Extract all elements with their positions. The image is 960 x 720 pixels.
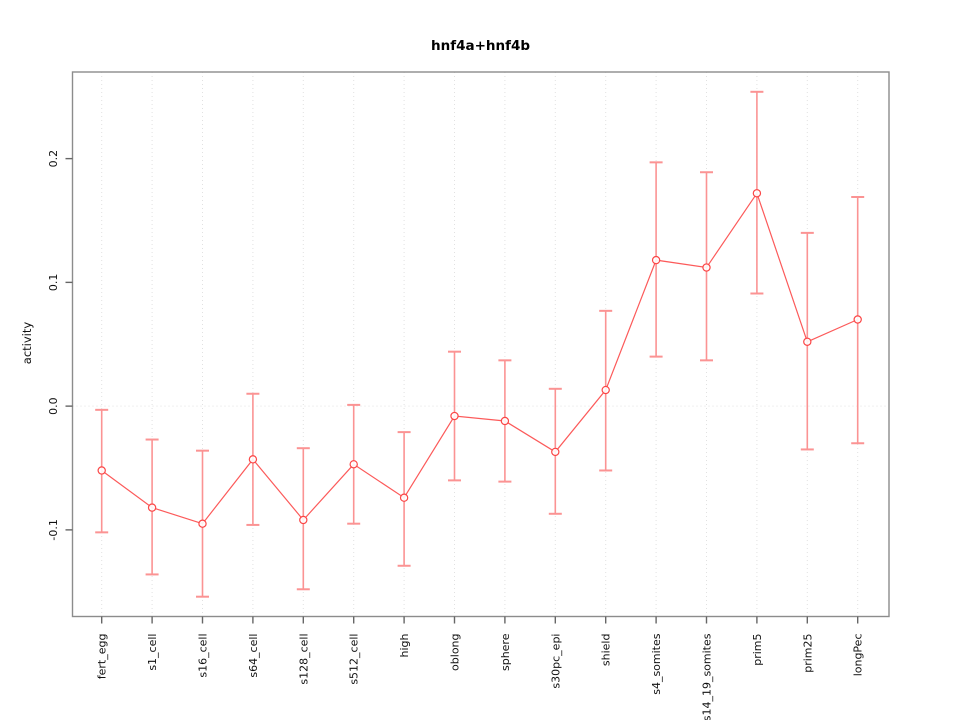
data-point: [702, 263, 711, 272]
x-tick-label: shield: [600, 634, 613, 667]
data-point: [198, 519, 207, 528]
x-tick-label: fert_egg: [96, 634, 109, 680]
y-tick-label: 0.1: [47, 274, 60, 292]
x-tick-label: prim5: [751, 634, 764, 666]
y-tick-label: 0.2: [47, 150, 60, 168]
x-tick-label: s512_cell: [348, 634, 361, 685]
y-tick-label: 0.0: [47, 397, 60, 415]
x-tick-label: s64_cell: [247, 634, 260, 678]
x-tick-label: s1_cell: [146, 634, 159, 671]
x-tick-label: s14_19_somites: [701, 633, 714, 720]
data-point: [601, 385, 610, 395]
x-tick-label: s16_cell: [197, 634, 210, 678]
x-tick-label: prim25: [801, 634, 814, 673]
data-point: [752, 189, 762, 198]
x-tick-label: sphere: [499, 633, 512, 671]
x-tick-label: longPec: [852, 634, 865, 677]
y-tick-label: -0.1: [47, 519, 60, 540]
data-point: [299, 515, 308, 525]
chart-title: hnf4a+hnf4b: [430, 38, 531, 54]
data-point: [551, 447, 560, 457]
x-tick-label: s128_cell: [297, 634, 310, 685]
data-point: [803, 337, 812, 346]
data-point: [147, 503, 157, 512]
x-tick-label: s30pc_epi: [549, 634, 562, 689]
data-point: [97, 466, 106, 475]
data-point: [500, 416, 510, 426]
data-point: [399, 493, 409, 502]
x-tick-label: s4_somites: [650, 633, 663, 695]
data-point: [853, 315, 862, 324]
x-tick-label: oblong: [449, 634, 462, 671]
data-point: [450, 411, 459, 421]
x-tick-label: high: [398, 633, 411, 657]
data-point: [651, 255, 661, 265]
series-line: [101, 191, 858, 525]
data-point: [349, 460, 358, 469]
data-point: [248, 455, 258, 464]
plot-box: [71, 71, 890, 618]
